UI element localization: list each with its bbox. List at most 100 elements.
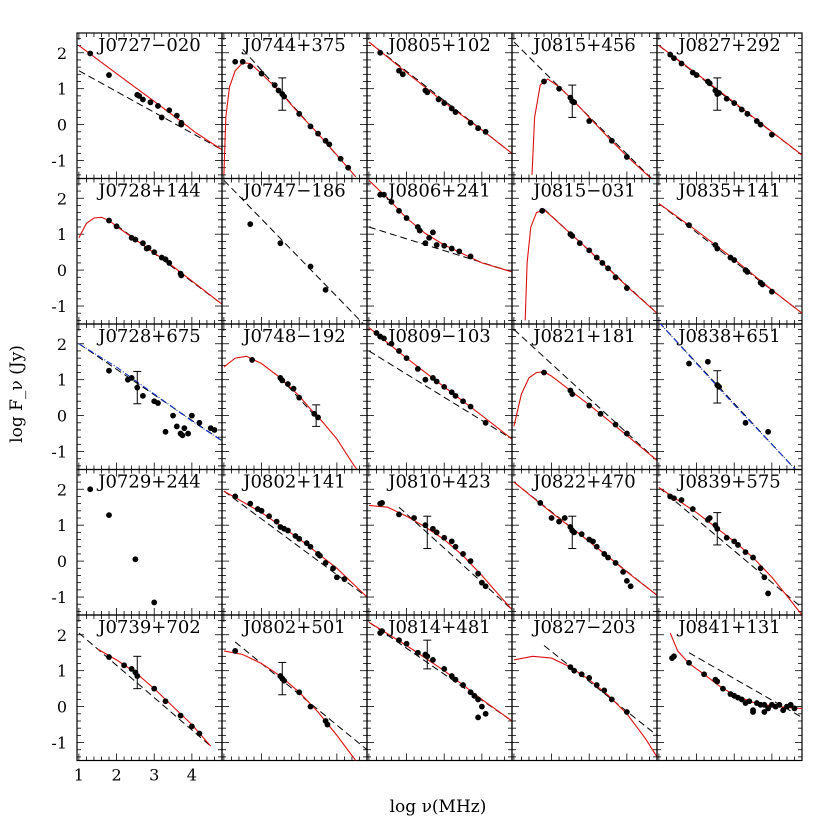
data-point xyxy=(723,534,730,541)
data-point xyxy=(196,730,203,737)
data-point xyxy=(686,222,692,229)
data-point xyxy=(714,245,721,252)
data-point xyxy=(460,398,466,405)
data-point xyxy=(132,236,139,243)
y-tick-label: 1 xyxy=(57,80,67,99)
data-point xyxy=(541,369,547,376)
data-point xyxy=(686,360,692,367)
data-point xyxy=(324,721,331,728)
data-point xyxy=(147,99,154,106)
data-point xyxy=(178,272,185,279)
panel-frame xyxy=(656,614,803,762)
data-point xyxy=(704,358,711,365)
data-point xyxy=(586,402,593,409)
data-point xyxy=(701,671,707,678)
data-point xyxy=(623,709,630,715)
panel-title: J0805+102 xyxy=(386,35,490,56)
data-point xyxy=(424,653,431,660)
data-point xyxy=(296,689,303,696)
data-point xyxy=(381,335,387,342)
data-point xyxy=(285,527,291,534)
panel-plot-area xyxy=(223,641,367,761)
data-point xyxy=(414,649,421,656)
data-point xyxy=(671,653,677,660)
data-point xyxy=(106,217,112,224)
data-point xyxy=(714,678,721,685)
data-point xyxy=(475,570,482,577)
data-point xyxy=(247,500,254,507)
axis-tick-labels: 1 2 3 4 2 1 0 -1 2 1 0 -1 2 1 0 -1 2 1 0 -1 2 1 0 -1 xyxy=(51,44,197,785)
data-point xyxy=(605,554,611,561)
data-point xyxy=(678,60,685,67)
panel: J0822+470 xyxy=(511,468,658,616)
panel-plot-area xyxy=(658,487,802,615)
fit-curve xyxy=(524,209,657,321)
data-point xyxy=(322,137,329,144)
data-point xyxy=(322,286,329,293)
data-point xyxy=(185,430,192,437)
panel: J0802+501 xyxy=(221,614,368,762)
data-point xyxy=(467,253,474,260)
data-point xyxy=(151,249,158,256)
data-point xyxy=(478,703,485,710)
data-point xyxy=(433,378,440,385)
data-point xyxy=(106,512,112,519)
data-point xyxy=(571,99,578,106)
panel-plot-area xyxy=(513,41,653,179)
panel: J0814+481 xyxy=(366,614,513,762)
data-point xyxy=(441,665,448,672)
powerlaw-line xyxy=(78,632,212,747)
panel: J0739+702 xyxy=(76,614,223,762)
panel-title: J0802+501 xyxy=(241,617,345,638)
fit-curve xyxy=(368,504,512,610)
panel-plot-area xyxy=(78,45,222,151)
panel-title: J0802+141 xyxy=(241,472,345,493)
data-point xyxy=(452,392,459,399)
data-point xyxy=(311,410,318,417)
fit-curve xyxy=(531,78,652,179)
data-point xyxy=(411,515,417,521)
panel-title: J0728+675 xyxy=(96,326,200,347)
data-point xyxy=(430,229,436,236)
data-point xyxy=(307,543,314,550)
panel-plot-area xyxy=(223,48,357,178)
powerlaw-line xyxy=(234,641,367,751)
data-point xyxy=(686,659,692,666)
data-point xyxy=(448,105,455,112)
data-point xyxy=(155,400,161,406)
panel: J0809−103 xyxy=(366,323,513,471)
data-point xyxy=(435,96,442,103)
y-tick-label: 0 xyxy=(57,407,67,426)
data-point xyxy=(330,565,337,572)
data-point xyxy=(759,281,766,288)
x-tick-label: 1 xyxy=(74,766,84,785)
data-point xyxy=(714,525,721,532)
panel-title: J0835+141 xyxy=(676,181,780,202)
data-point xyxy=(627,583,634,590)
data-point xyxy=(452,109,459,115)
y-tick-label: -1 xyxy=(51,443,67,462)
panel: J0839+575 xyxy=(656,468,803,616)
panel: J0728+675 xyxy=(76,323,223,471)
panel-title: J0815+456 xyxy=(531,35,635,56)
data-point xyxy=(396,348,402,354)
panel-plot-area xyxy=(78,216,222,305)
data-point xyxy=(296,535,303,542)
panel: J0806+241 xyxy=(366,177,513,325)
data-point xyxy=(482,419,489,426)
data-point xyxy=(279,377,286,384)
data-point xyxy=(448,245,455,252)
powerlaw-line xyxy=(543,645,657,736)
fit-curve xyxy=(78,45,222,151)
data-point xyxy=(315,414,321,421)
data-point xyxy=(787,701,794,708)
data-point xyxy=(275,87,282,94)
data-point xyxy=(467,403,474,410)
data-point xyxy=(706,80,713,87)
data-point xyxy=(106,654,112,660)
data-point xyxy=(693,72,700,78)
data-point xyxy=(671,55,677,62)
data-point xyxy=(761,701,768,708)
y-tick-label: -1 xyxy=(51,588,67,607)
data-point xyxy=(281,93,288,100)
